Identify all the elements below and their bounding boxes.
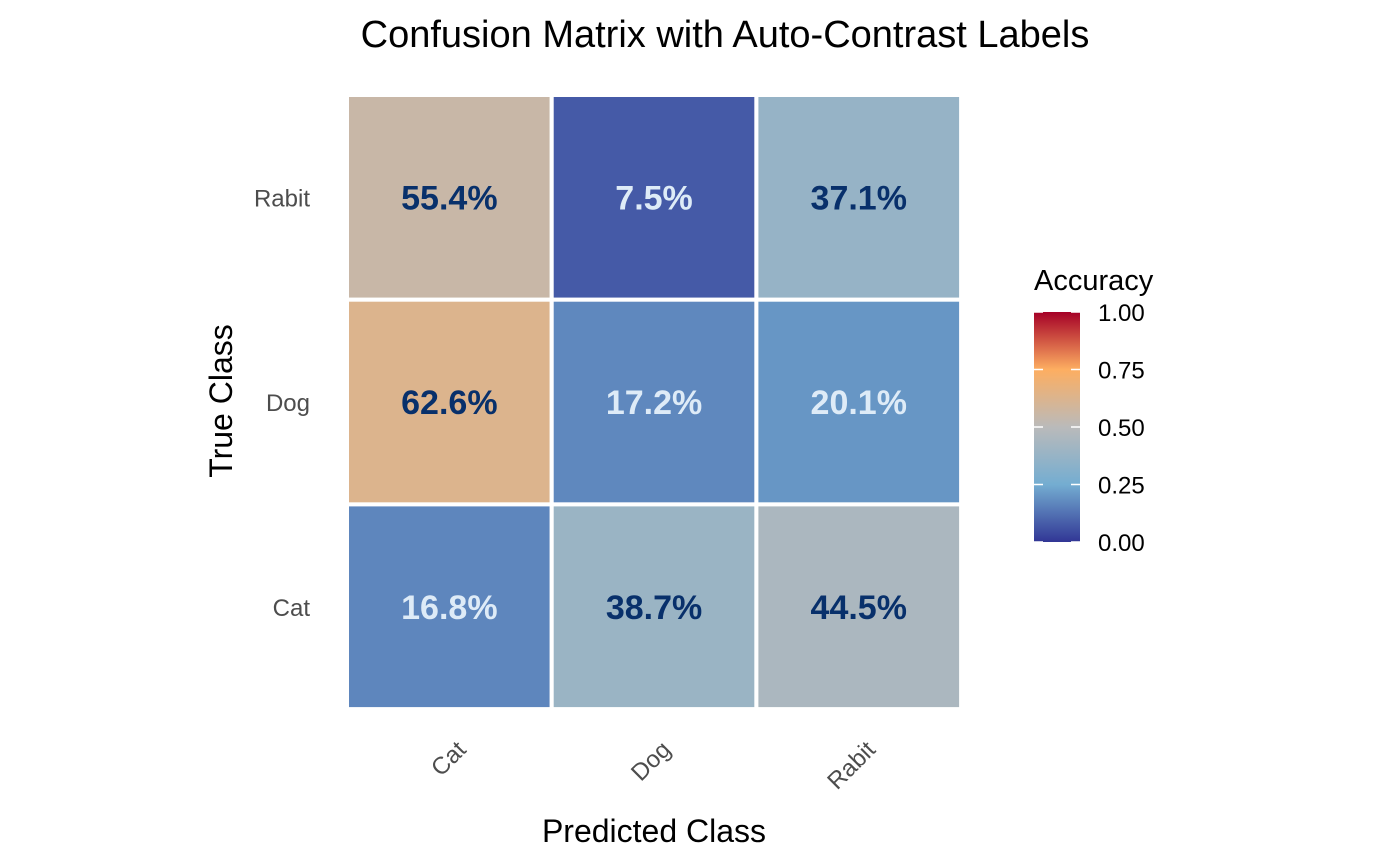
x-tick-label-dog: Dog: [626, 736, 676, 786]
y-axis-ticks: Cat Dog Rabit: [254, 185, 310, 621]
cell-label-rabit-cat: 55.4%: [401, 179, 497, 217]
heatmap-cells: [345, 93, 964, 712]
x-axis-title: Predicted Class: [542, 813, 766, 849]
chart-title: Confusion Matrix with Auto-Contrast Labe…: [361, 14, 1090, 56]
cell-label-cat-rabit: 44.5%: [811, 589, 907, 627]
cell-label-dog-rabit: 20.1%: [811, 384, 907, 422]
x-tick-label-rabit: Rabit: [822, 736, 881, 795]
colorbar-legend: Accuracy 1.00 0.75 0.50 0.25 0.00: [1034, 265, 1154, 557]
y-tick-label-rabit: Rabit: [254, 185, 310, 212]
colorbar-ticks: 1.00 0.75 0.50 0.25 0.00: [1034, 300, 1145, 557]
cell-label-cat-dog: 38.7%: [606, 589, 702, 627]
cell-rabit-dog: [549, 93, 759, 302]
cell-label-dog-cat: 62.6%: [401, 384, 497, 422]
y-tick-label-cat: Cat: [273, 595, 311, 622]
cell-rabit-cat: [345, 93, 554, 302]
colorbar-tick-label: 0.00: [1098, 530, 1145, 557]
cell-label-rabit-rabit: 37.1%: [811, 179, 907, 217]
cell-cat-rabit: [754, 502, 964, 712]
cell-dog-rabit: [754, 297, 964, 507]
colorbar-tick-label: 1.00: [1098, 300, 1145, 327]
cell-cat-dog: [549, 502, 759, 712]
colorbar-tick-label: 0.75: [1098, 358, 1145, 385]
cell-cat-cat: [345, 502, 554, 712]
x-axis-ticks: Cat Dog Rabit: [426, 736, 881, 795]
cell-labels: 55.4% 7.5% 37.1% 62.6% 17.2% 20.1% 16.8% 38.7% 4…: [401, 179, 907, 626]
legend-title: Accuracy: [1034, 265, 1154, 297]
cell-label-cat-cat: 16.8%: [401, 589, 497, 627]
y-tick-label-dog: Dog: [266, 390, 310, 417]
cell-label-rabit-dog: 7.5%: [615, 179, 693, 217]
y-axis-title: True Class: [203, 324, 239, 478]
x-tick-label-cat: Cat: [426, 736, 472, 782]
colorbar-tick-label: 0.25: [1098, 473, 1145, 500]
cell-rabit-rabit: [754, 93, 964, 302]
colorbar-tick-label: 0.50: [1098, 415, 1145, 442]
cell-label-dog-dog: 17.2%: [606, 384, 702, 422]
